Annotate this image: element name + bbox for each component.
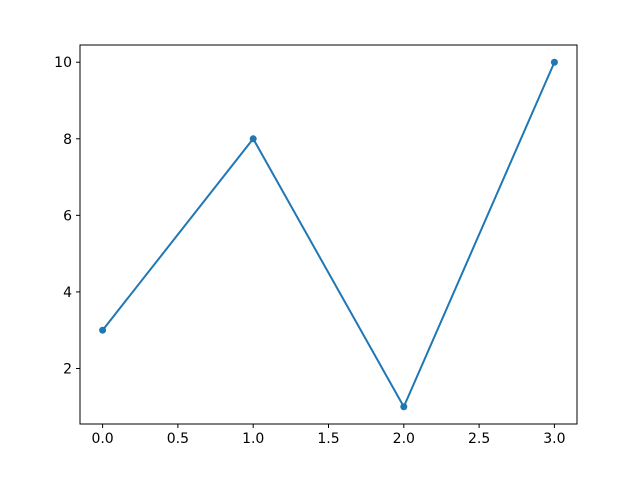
y-tick-label: 2 [63, 361, 72, 377]
y-tick-label: 4 [63, 285, 72, 301]
x-tick-label: 0.0 [91, 431, 113, 447]
x-tick-label: 1.5 [317, 431, 339, 447]
data-line [101, 61, 556, 408]
y-tick-label: 8 [63, 132, 72, 148]
x-tick-label: 2.0 [393, 431, 415, 447]
x-tick-label: 2.5 [468, 431, 490, 447]
y-tick-label: 6 [63, 208, 72, 224]
data-point [249, 135, 257, 143]
x-tick-label: 0.5 [167, 431, 189, 447]
y-tick-label: 10 [54, 55, 72, 71]
axes-frame [79, 44, 578, 425]
data-point [400, 403, 408, 411]
data-point [99, 326, 107, 334]
x-tick-label: 1.0 [242, 431, 264, 447]
data-point [550, 58, 558, 66]
x-tick-label: 3.0 [543, 431, 565, 447]
